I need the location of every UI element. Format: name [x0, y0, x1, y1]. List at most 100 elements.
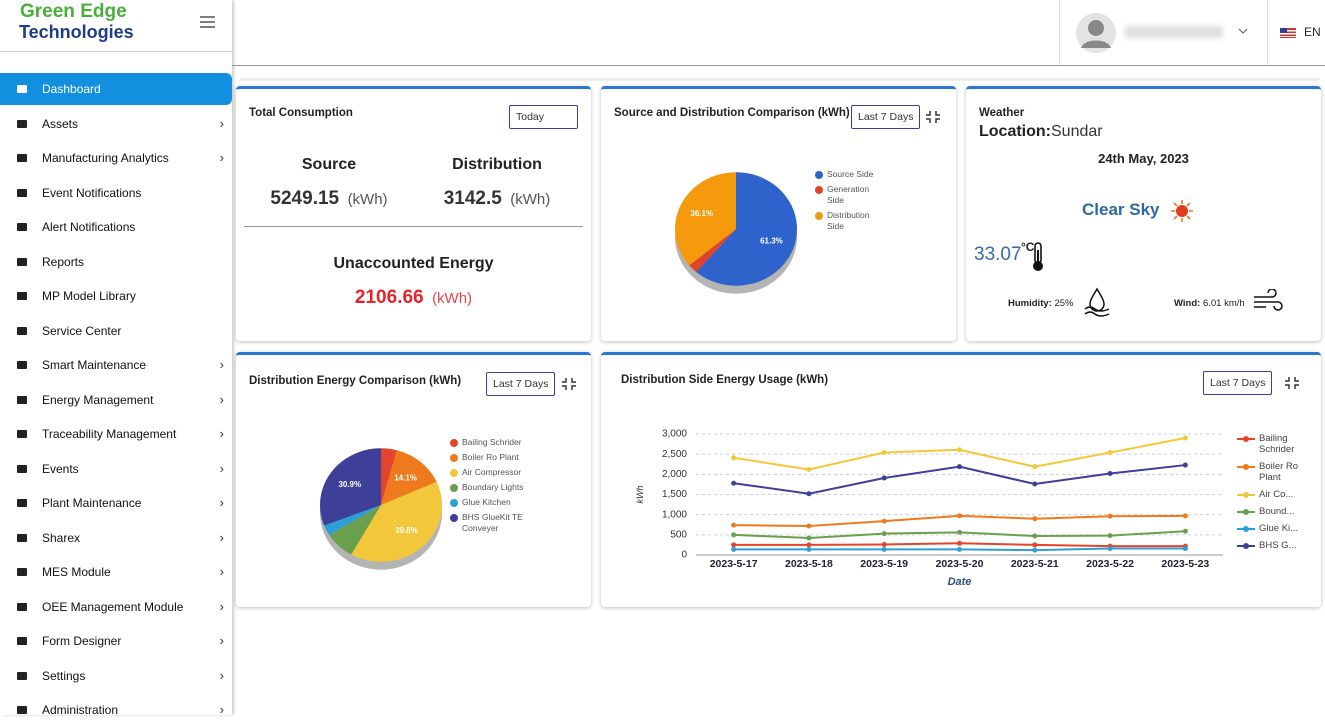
legend-label: Source Side [827, 169, 874, 179]
legend-label: Bailing Schrider [1259, 433, 1295, 455]
menu-item[interactable]: Administration › [0, 694, 232, 726]
unit: (kWh) [432, 290, 473, 307]
date: 24th May, 2023 [1098, 151, 1189, 166]
line-point [806, 523, 812, 529]
line-point [806, 535, 812, 541]
menu-item[interactable]: Events › [0, 453, 232, 485]
menu-item[interactable]: Sharex › [0, 522, 232, 554]
hamburger[interactable] [198, 14, 218, 30]
collapse-icon[interactable] [1284, 376, 1300, 390]
menu-item[interactable]: Form Designer › [0, 625, 232, 657]
legend-label: Boundary Lights [462, 482, 524, 492]
avatar[interactable] [1075, 12, 1117, 54]
collapse-icon[interactable] [925, 110, 941, 124]
submenu-chevron: › [219, 702, 224, 717]
line-point [1107, 533, 1113, 539]
line-point [957, 513, 962, 519]
menu-item[interactable]: Settings › [0, 660, 232, 692]
menu-item[interactable]: Energy Management › [0, 384, 232, 416]
legend-label: Boiler Ro Plant [462, 452, 519, 462]
unit: (kWh) [510, 191, 551, 208]
line-point [1182, 462, 1188, 468]
legend-swatch [815, 171, 823, 179]
slice-label: 61.3% [760, 236, 783, 245]
submenu-chevron: › [219, 667, 224, 683]
legend-label: Boiler Ro Plant [1259, 461, 1299, 483]
slice-label: 14.1% [394, 473, 417, 482]
menu-item[interactable]: Alert Notifications [0, 211, 232, 243]
menu-icon [17, 464, 27, 473]
distribution-value: 3142.5 [443, 188, 502, 209]
submenu-chevron: › [219, 564, 224, 579]
menu-item[interactable]: Reports [0, 246, 232, 278]
unaccounted-reading: 2106.66 (kWh) [236, 287, 591, 309]
line-point [957, 540, 962, 546]
source-value: 5249.15 [270, 188, 340, 209]
unaccounted-label: Unaccounted Energy [333, 255, 494, 272]
menu-item[interactable]: Assets › [0, 108, 232, 140]
legend-swatch [450, 469, 458, 477]
user-name-blurred [1125, 26, 1223, 38]
legend-item: Boiler Ro Plant [1237, 461, 1301, 483]
line-point [1107, 450, 1113, 456]
menu-item[interactable]: MP Model Library [0, 280, 232, 312]
line-point [806, 491, 812, 497]
menu-item[interactable]: MES Module › [0, 556, 232, 588]
menu-item[interactable]: Dashboard [0, 73, 232, 105]
line-point [1107, 513, 1113, 519]
legend-swatch [815, 186, 823, 194]
collapse-icon[interactable] [561, 377, 577, 391]
menu-item[interactable]: Service Center [0, 315, 232, 347]
line-point [1182, 513, 1188, 519]
line-point [1032, 542, 1038, 548]
legend-swatch [1243, 492, 1249, 498]
menu-label: Energy Management [42, 392, 154, 407]
divider [1267, 0, 1268, 65]
pie-slice [324, 505, 381, 536]
submenu-chevron: › [219, 115, 224, 131]
filter[interactable]: Last 7 Days [851, 105, 921, 129]
menu-icon [17, 706, 27, 714]
legend-swatch [450, 514, 458, 522]
menu-item[interactable]: OEE Management Module › [0, 591, 232, 623]
filter[interactable]: Last 7 Days [1203, 371, 1273, 395]
line-point [881, 450, 887, 456]
sidebar: Green Edge Technologies Dashboard Assets ›… [0, 0, 232, 717]
menu-item[interactable]: Smart Maintenance › [0, 349, 232, 381]
legend-item: Glue Ki... [1237, 523, 1301, 534]
legend-swatch [815, 212, 823, 220]
line-point [731, 546, 737, 552]
menu-icon [17, 671, 27, 680]
line-point [881, 531, 887, 537]
menu-label: MP Model Library [42, 289, 136, 303]
x-tick-label: 2023-5-22 [1086, 558, 1134, 570]
legend-label: Air Co... [1259, 489, 1294, 500]
user-menu-chevron[interactable] [1238, 27, 1248, 35]
legend-swatch [1243, 543, 1249, 549]
menu-item[interactable]: Traceability Management › [0, 418, 232, 450]
filter[interactable]: Last 7 Days [486, 372, 556, 396]
x-tick-label: 2023-5-18 [785, 558, 833, 570]
menu-item[interactable]: Event Notifications [0, 177, 232, 209]
humidity-icon [1084, 287, 1110, 317]
legend-item: Boundary Lights [450, 482, 530, 493]
x-tick-label: 2023-5-19 [860, 558, 908, 570]
sun-icon [1171, 200, 1193, 222]
submenu-chevron: › [219, 529, 224, 545]
menu-icon [17, 395, 27, 404]
menu-icon [17, 499, 27, 507]
menu-item[interactable]: Manufacturing Analytics › [0, 142, 232, 174]
x-tick-label: 2023-5-17 [710, 558, 758, 570]
distribution-energy-card: Distribution Energy Comparison (kWh) Las… [236, 352, 591, 607]
filter[interactable]: Today [509, 105, 578, 129]
line-point [1032, 464, 1038, 470]
legend-label: Generation Side [827, 184, 870, 205]
menu-item[interactable]: Plant Maintenance › [0, 487, 232, 519]
submenu-chevron: › [219, 150, 224, 165]
menu-icon [17, 361, 27, 369]
location-label: Location: [979, 123, 1051, 140]
y-tick-label: 500 [670, 529, 687, 540]
language[interactable]: EN [1304, 25, 1321, 39]
legend: Source Side Generation Side Distribution S… [815, 169, 885, 236]
submenu-chevron: › [219, 357, 224, 372]
